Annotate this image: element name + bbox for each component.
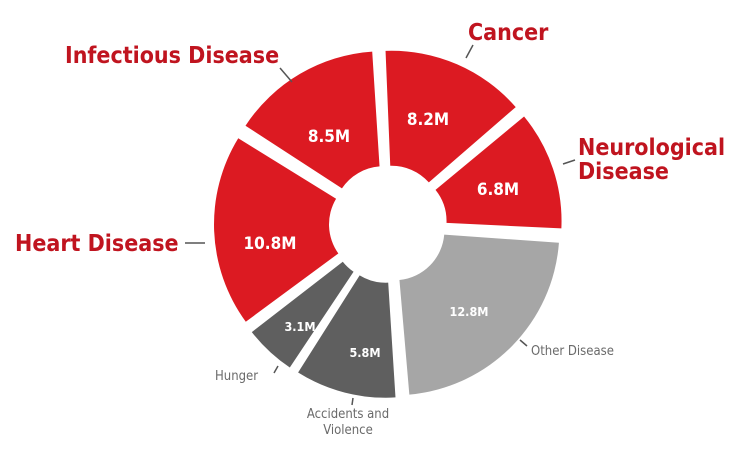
label-heart-disease: Heart Disease: [15, 231, 179, 257]
value-infectious: 8.5M: [308, 127, 350, 147]
label-neurological-line1: Neurological: [578, 135, 725, 161]
slice-hunger: [251, 261, 354, 368]
slice-infectious-disease: [245, 51, 380, 189]
leader-line: [562, 159, 576, 165]
leader-line: [351, 397, 354, 406]
leader-line: [279, 67, 293, 83]
label-other-disease: Other Disease: [531, 344, 614, 359]
slice-accidents-and-violence: [298, 275, 396, 398]
leader-line: [465, 44, 474, 59]
value-hunger: 3.1M: [284, 319, 315, 334]
value-cancer: 8.2M: [407, 110, 449, 130]
slice-other-disease: [399, 234, 559, 395]
value-heart: 10.8M: [244, 234, 297, 254]
label-hunger: Hunger: [215, 369, 258, 384]
label-neurological-line2: Disease: [578, 159, 669, 185]
slice-neurological-disease: [435, 116, 562, 229]
label-accidents-line2: Violence: [323, 423, 373, 438]
label-cancer: Cancer: [468, 20, 549, 46]
label-infectious-disease: Infectious Disease: [65, 43, 279, 69]
leader-line: [273, 365, 279, 374]
value-neurological: 6.8M: [477, 180, 519, 200]
value-other: 12.8M: [450, 304, 489, 319]
leader-line: [519, 339, 528, 347]
label-accidents-line1: Accidents and: [307, 407, 389, 422]
value-accidents: 5.8M: [349, 345, 380, 360]
slice-cancer: [385, 50, 516, 183]
slice-heart-disease: [214, 138, 339, 322]
